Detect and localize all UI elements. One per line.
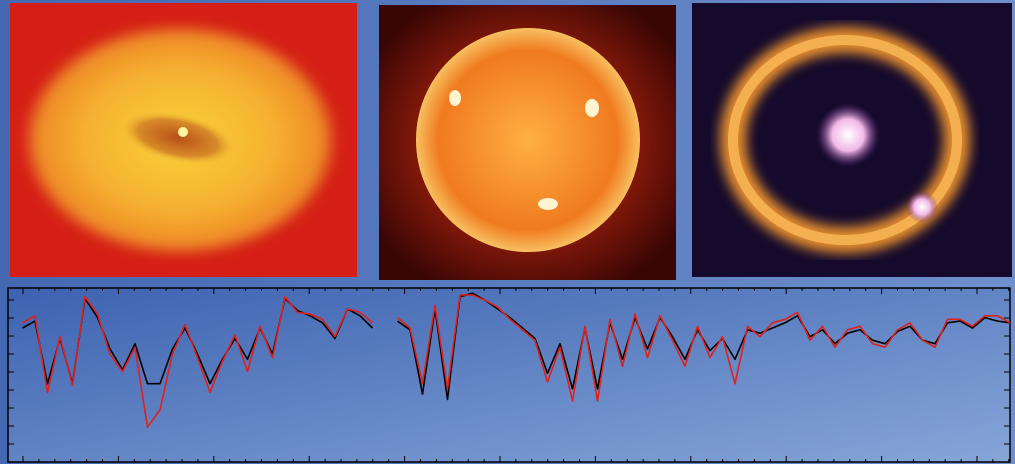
sun-image xyxy=(379,5,676,280)
plot-frame xyxy=(8,288,1010,462)
disk-image xyxy=(10,3,357,277)
figure xyxy=(0,0,1015,464)
ring-image xyxy=(692,3,1012,277)
page: (() => { const data = JSON.parse(documen… xyxy=(0,0,1015,464)
spectrum-plot xyxy=(8,288,1010,462)
